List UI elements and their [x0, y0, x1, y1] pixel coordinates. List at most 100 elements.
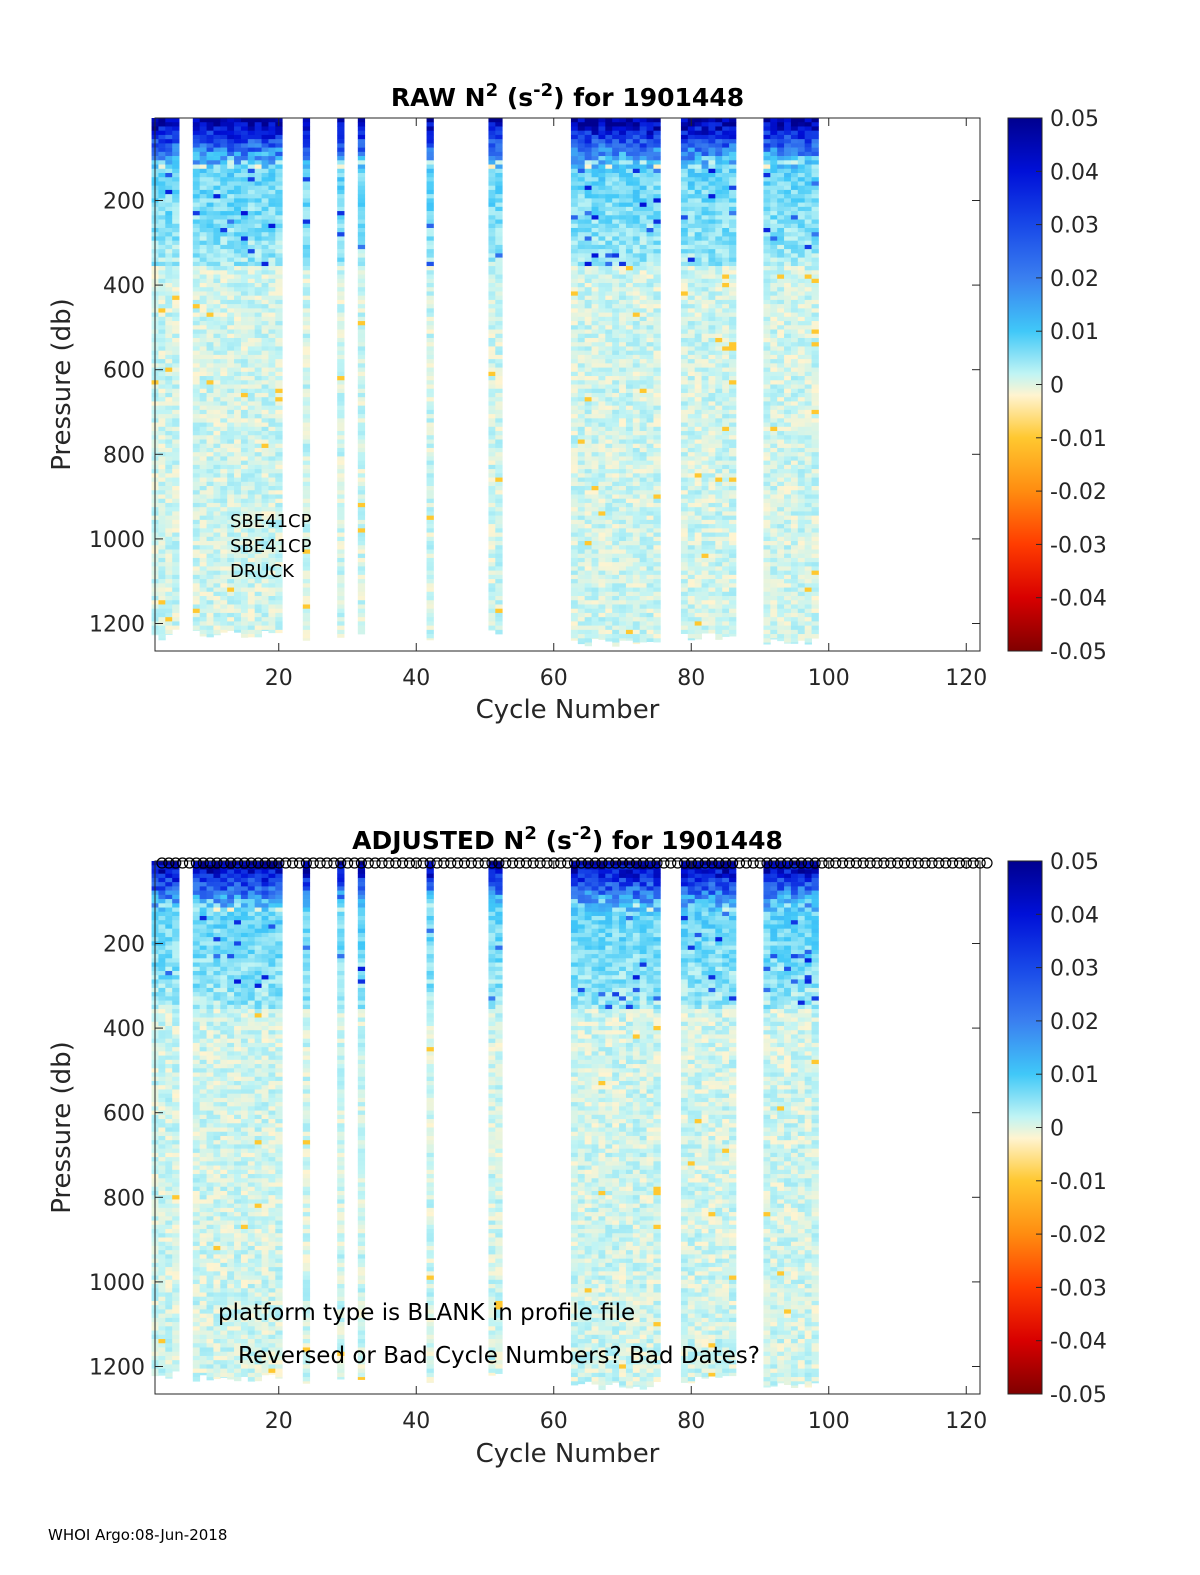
heatmap-cell — [261, 227, 269, 233]
heatmap-cell — [247, 215, 256, 220]
heatmap-cell — [426, 278, 434, 284]
heatmap-cell — [577, 177, 586, 182]
heatmap-cell — [192, 376, 201, 381]
heatmap-cell — [261, 401, 269, 406]
heatmap-cell — [612, 642, 620, 647]
heatmap-cell — [357, 147, 366, 153]
heatmap-cell — [357, 367, 366, 373]
heatmap-cell — [639, 168, 647, 174]
heatmap-cell — [268, 570, 276, 576]
heatmap-cell — [612, 532, 620, 538]
heatmap-cell — [165, 367, 173, 373]
heatmap-cell — [206, 617, 214, 622]
heatmap-cell — [612, 164, 620, 170]
heatmap-cell — [632, 198, 641, 203]
heatmap-cell — [357, 397, 366, 402]
heatmap-cell — [220, 388, 228, 394]
heatmap-cell — [632, 240, 641, 246]
heatmap-cell — [337, 388, 345, 394]
heatmap-cell — [646, 147, 654, 153]
heatmap-cell — [247, 223, 256, 229]
data-column-cycle-81 — [694, 118, 702, 640]
heatmap-cell — [495, 363, 503, 368]
heatmap-cell — [625, 536, 634, 542]
heatmap-cell — [172, 388, 180, 394]
heatmap-cell — [639, 583, 647, 588]
heatmap-cell — [577, 422, 586, 428]
heatmap-cell — [172, 435, 180, 440]
heatmap-cell — [254, 278, 262, 284]
heatmap-cell — [247, 464, 256, 470]
heatmap-cell — [302, 367, 311, 373]
heatmap-cell — [632, 211, 641, 216]
heatmap-cell — [598, 536, 606, 542]
heatmap-cell — [199, 532, 207, 538]
heatmap-cell — [268, 215, 276, 220]
heatmap-cell — [172, 304, 180, 309]
heatmap-cell — [680, 604, 689, 609]
heatmap-cell — [694, 126, 702, 131]
heatmap-cell — [619, 223, 627, 229]
heatmap-cell — [694, 244, 702, 250]
heatmap-cell — [495, 515, 503, 521]
heatmap-cell — [213, 604, 221, 609]
heatmap-cell — [680, 367, 689, 373]
heatmap-cell — [694, 282, 702, 288]
heatmap-cell — [302, 278, 311, 284]
heatmap-cell — [687, 164, 696, 170]
heatmap-cell — [213, 253, 221, 258]
heatmap-cell — [605, 172, 613, 178]
heatmap-cell — [357, 274, 366, 280]
heatmap-cell — [680, 553, 689, 559]
heatmap-cell — [199, 126, 207, 131]
heatmap-cell — [254, 363, 262, 368]
heatmap-cell — [357, 316, 366, 322]
heatmap-cell — [646, 634, 654, 639]
heatmap-cell — [701, 519, 709, 525]
heatmap-cell — [488, 477, 496, 483]
heatmap-cell — [426, 519, 434, 525]
heatmap-cell — [199, 524, 207, 529]
heatmap-cell — [632, 122, 641, 127]
heatmap-cell — [591, 359, 599, 364]
heatmap-cell — [646, 367, 654, 373]
heatmap-cell — [591, 363, 599, 368]
heatmap-cell — [357, 519, 366, 525]
heatmap-cell — [632, 236, 641, 241]
heatmap-cell — [275, 388, 283, 394]
heatmap-cell — [206, 435, 214, 440]
heatmap-cell — [591, 553, 599, 559]
heatmap-cell — [495, 308, 503, 313]
heatmap-cell — [337, 528, 345, 533]
heatmap-cell — [254, 139, 262, 144]
heatmap-cell — [694, 528, 702, 533]
heatmap-cell — [206, 270, 214, 275]
heatmap-cell — [192, 139, 201, 144]
heatmap-cell — [302, 549, 311, 555]
heatmap-cell — [639, 553, 647, 559]
heatmap-cell — [268, 198, 276, 203]
heatmap-cell — [227, 354, 235, 360]
heatmap-cell — [598, 118, 606, 123]
heatmap-cell — [625, 532, 634, 538]
heatmap-cell — [165, 392, 173, 398]
heatmap-cell — [247, 511, 256, 516]
heatmap-cell — [268, 363, 276, 368]
heatmap-cell — [268, 333, 276, 339]
heatmap-cell — [653, 477, 661, 483]
heatmap-cell — [199, 371, 207, 377]
heatmap-cell — [584, 388, 592, 394]
heatmap-cell — [653, 325, 661, 330]
heatmap-cell — [639, 291, 647, 296]
heatmap-cell — [701, 549, 709, 555]
heatmap-cell — [240, 164, 249, 170]
heatmap-cell — [625, 202, 634, 208]
heatmap-cell — [488, 189, 496, 195]
heatmap-cell — [591, 215, 599, 220]
heatmap-cell — [165, 596, 173, 601]
heatmap-cell — [247, 287, 256, 292]
heatmap-cell — [254, 494, 262, 500]
heatmap-cell — [598, 291, 606, 296]
heatmap-cell — [172, 418, 180, 423]
heatmap-cell — [275, 481, 283, 487]
